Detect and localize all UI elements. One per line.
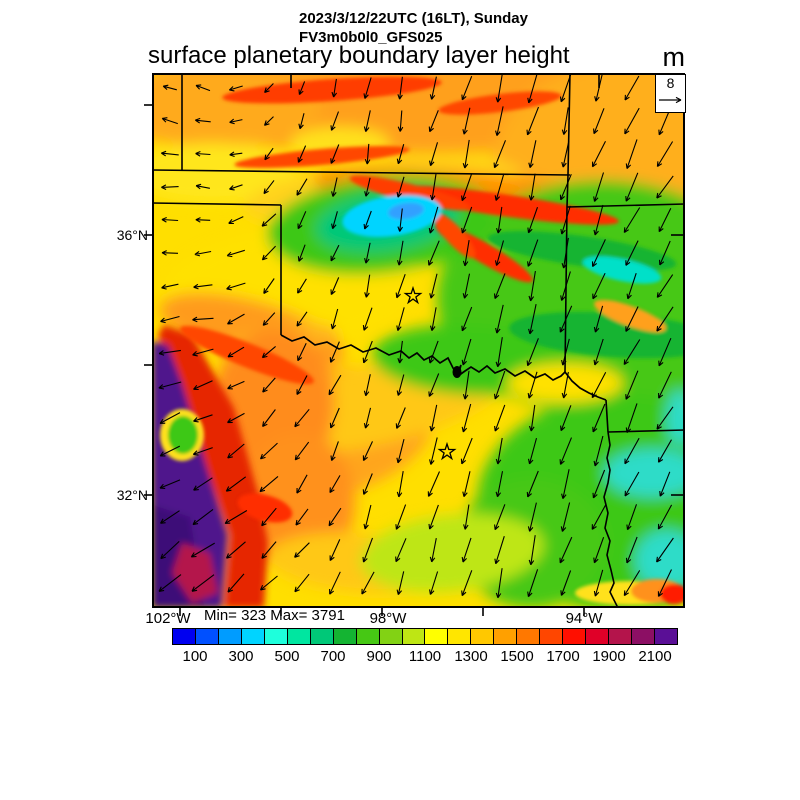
colorbar-segment: [609, 629, 633, 644]
colorbar-segment: [356, 629, 380, 644]
red-river: [280, 334, 607, 401]
map-plot: [152, 73, 685, 608]
lat-axis-label: 36°N: [116, 227, 148, 243]
arkansas-louisiana-border: [607, 429, 685, 433]
colorbar-segment: [333, 629, 357, 644]
state-boundaries: [152, 73, 685, 608]
colorbar-segment: [448, 629, 472, 644]
colorbar-segment: [540, 629, 564, 644]
colorbar-tick-label: 500: [274, 648, 300, 665]
star-marker: [403, 285, 423, 305]
colorbar-tick-label: 700: [320, 648, 346, 665]
colorbar-segment: [195, 629, 219, 644]
colorbar-segment: [425, 629, 449, 644]
units-label: m: [662, 42, 686, 72]
colorbar-segment: [402, 629, 426, 644]
colorbar-tick-label: 1300: [454, 648, 488, 665]
minmax-stats: Min= 323 Max= 3791: [204, 607, 345, 624]
red-river-meander-knot: [452, 366, 462, 378]
missouri-arkansas-west-border: [564, 73, 571, 373]
colorbar-labels: 100 300 500 700 900 1100 1300 1500 1700 1900 2100: [172, 648, 678, 666]
reference-vector-box: 8: [655, 74, 686, 113]
lon-axis-label: 94°W: [565, 610, 603, 627]
lon-axis-label: 98°W: [369, 610, 407, 627]
colorbar-segment: [563, 629, 587, 644]
texas-louisiana-border: [603, 431, 619, 608]
colorbar-tick-label: 1900: [592, 648, 626, 665]
field-west-texas-regions: [152, 325, 268, 608]
colorbar-segment: [310, 629, 334, 644]
page-title: surface planetary boundary layer height: [148, 42, 570, 69]
colorbar-tick-label: 100: [182, 648, 208, 665]
colorbar-tick-label: 2100: [638, 648, 672, 665]
datetime-line: 2023/3/12/22UTC (16LT), Sunday: [299, 10, 528, 27]
colorbar-segment: [173, 629, 196, 644]
missouri-arkansas-border: [566, 203, 685, 208]
colorbar-segment: [632, 629, 656, 644]
colorbar-segment: [471, 629, 495, 644]
wind-arrows: [158, 73, 674, 599]
lon-axis-label: 102°W: [145, 610, 191, 627]
star-marker: [437, 441, 457, 461]
colorbar-tick-label: 300: [228, 648, 254, 665]
field-streak-regions: [160, 76, 685, 605]
texas-arkansas-border: [605, 399, 609, 433]
colorbar: [172, 628, 678, 645]
colorbar-segment: [287, 629, 311, 644]
colorbar-tick-label: 1700: [546, 648, 580, 665]
colorbar-segment: [655, 629, 677, 644]
colorbar-segment: [264, 629, 288, 644]
colorbar-segment: [517, 629, 541, 644]
colorbar-segment: [494, 629, 518, 644]
city-star-markers: [403, 285, 457, 461]
colorbar-segment: [379, 629, 403, 644]
colorbar-segment: [241, 629, 265, 644]
colorbar-segment: [218, 629, 242, 644]
reference-vector-arrow: [659, 96, 682, 104]
colorbar-tick-label: 1500: [500, 648, 534, 665]
colorbar-tick-label: 900: [366, 648, 392, 665]
model-line: FV3m0b0l0_GFS025: [299, 29, 443, 46]
colorbar-segment: [586, 629, 610, 644]
lat-axis-label: 32°N: [116, 487, 148, 503]
colorbar-tick-label: 1100: [408, 648, 442, 665]
reference-vector-value: 8: [666, 75, 675, 91]
kansas-oklahoma-border: [152, 169, 571, 176]
texas-panhandle-border: [152, 202, 282, 335]
map-border: [152, 73, 685, 608]
